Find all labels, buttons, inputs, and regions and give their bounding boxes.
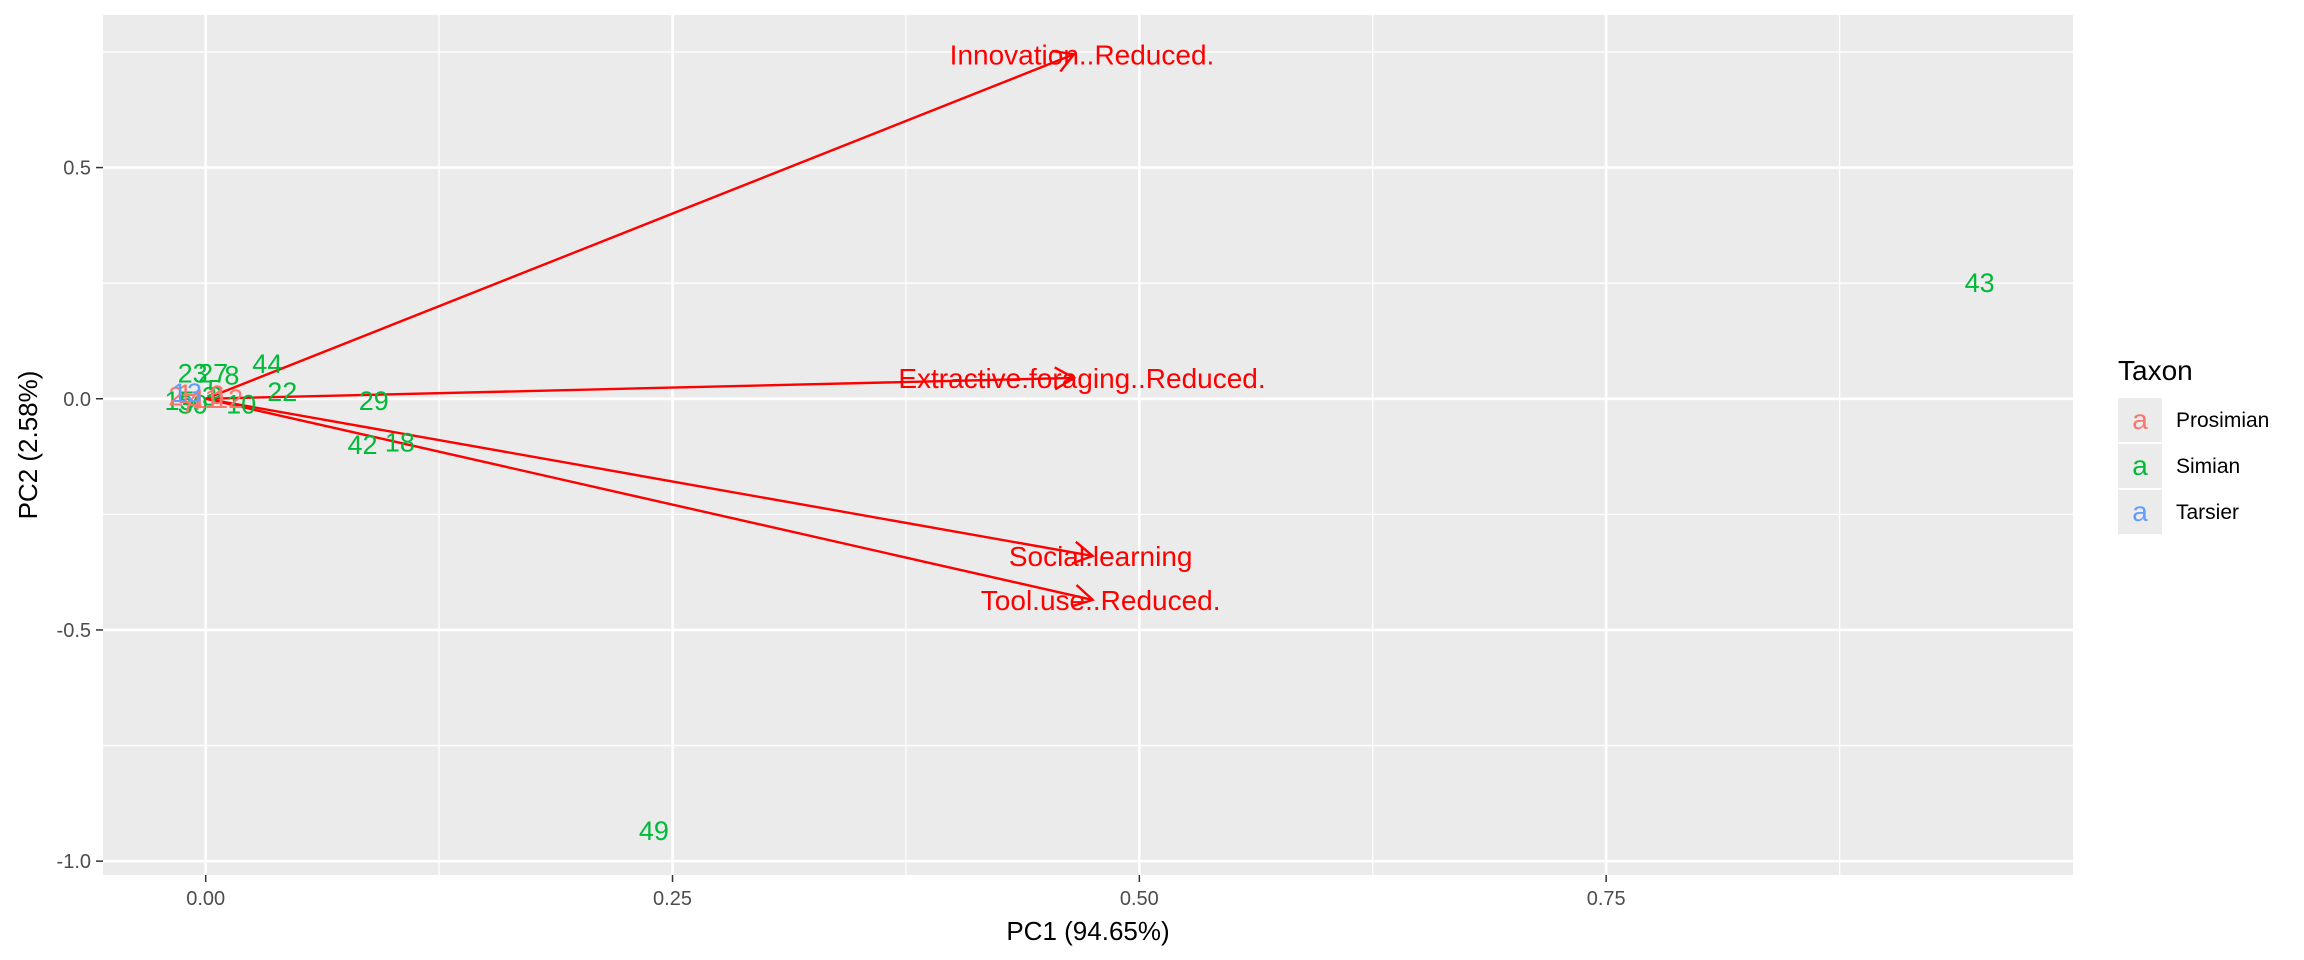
- legend-items: a Prosimian a Simian a Tarsier: [2118, 398, 2269, 534]
- sample-point-label: 27: [198, 358, 228, 388]
- y-axis: -1.0 -0.5 0.0 0.5: [57, 158, 103, 873]
- loading-arrow-labels: Innovation..Reduced. Extractive.foraging.…: [898, 39, 1265, 616]
- sample-point-label: 49: [639, 816, 669, 846]
- x-tick-label: 0.25: [653, 888, 692, 910]
- sample-point-label: 29: [359, 386, 389, 416]
- legend-key-glyph: a: [2132, 450, 2148, 481]
- sample-point-label: 44: [252, 349, 282, 379]
- minor-gridlines: [103, 15, 2073, 875]
- loading-arrow-label: Social.learning: [1009, 541, 1193, 572]
- sample-point-label: 18: [385, 428, 415, 458]
- sample-point-label: 4: [187, 386, 202, 416]
- sample-point-label: 30: [178, 389, 208, 419]
- loading-arrow-label: Innovation..Reduced.: [950, 39, 1215, 70]
- loading-arrow-line: [205, 376, 1075, 400]
- sample-point-label: 10: [226, 389, 256, 419]
- loading-arrow-line: [205, 397, 1093, 602]
- x-tick-label: 0.50: [1120, 888, 1159, 910]
- y-tick-label: 0.5: [63, 158, 91, 180]
- sample-point-label: 3: [202, 381, 217, 411]
- x-axis: 0.00 0.25 0.50 0.75: [186, 875, 1626, 910]
- legend-key-glyph: a: [2132, 496, 2148, 527]
- loading-arrows: [205, 49, 1096, 608]
- loading-arrow-head: [1071, 584, 1096, 608]
- legend-item-label: Prosimian: [2176, 409, 2269, 432]
- sample-point-label: 5: [208, 375, 223, 405]
- legend-key-background: [2118, 444, 2162, 488]
- loading-arrow-line: [205, 53, 1075, 400]
- major-gridlines: [103, 15, 2073, 875]
- sample-point-label: 15: [165, 386, 195, 416]
- loading-arrow-head: [1071, 540, 1096, 565]
- loading-arrow-label: Tool.use..Reduced.: [981, 585, 1221, 616]
- loading-arrow-line: [205, 397, 1093, 558]
- sample-point-label: 22: [267, 377, 297, 407]
- y-tick-label: -0.5: [57, 620, 91, 642]
- legend-key-background: [2118, 490, 2162, 534]
- legend-item-label: Tarsier: [2176, 501, 2239, 524]
- y-tick-label: 0.0: [63, 389, 91, 411]
- sample-point-label: 43: [1965, 268, 1995, 298]
- loading-arrow-label: Extractive.foraging..Reduced.: [898, 363, 1265, 394]
- legend-item-label: Simian: [2176, 455, 2240, 478]
- legend: Taxon a Prosimian a Simian a Tarsier: [2118, 355, 2269, 534]
- sample-point-label: 11: [192, 384, 220, 414]
- sample-point-label: 6: [209, 380, 224, 410]
- legend-key-background: [2118, 398, 2162, 442]
- loading-arrow-head: [1052, 49, 1077, 73]
- sample-point-label: 42: [348, 430, 378, 460]
- sample-point-label: 1: [178, 379, 193, 409]
- y-tick-label: -1.0: [57, 851, 91, 873]
- sample-point-label: 2: [168, 381, 183, 411]
- x-axis-title: PC1 (94.65%): [1006, 916, 1169, 946]
- x-tick-label: 0.75: [1587, 888, 1626, 910]
- sample-point-label: 23: [178, 358, 208, 388]
- plot-panel-background: [103, 15, 2073, 875]
- y-axis-title: PC2 (2.58%): [13, 371, 43, 520]
- sample-point-label: 12: [213, 384, 243, 414]
- legend-title: Taxon: [2118, 355, 2193, 386]
- x-tick-label: 0.00: [186, 888, 225, 910]
- loading-arrow-head: [1054, 366, 1077, 391]
- legend-key-glyph: a: [2132, 404, 2148, 435]
- sample-point-label: 7: [181, 388, 196, 418]
- sample-point-label: 8: [224, 361, 239, 391]
- sample-point-label: 13: [172, 378, 202, 408]
